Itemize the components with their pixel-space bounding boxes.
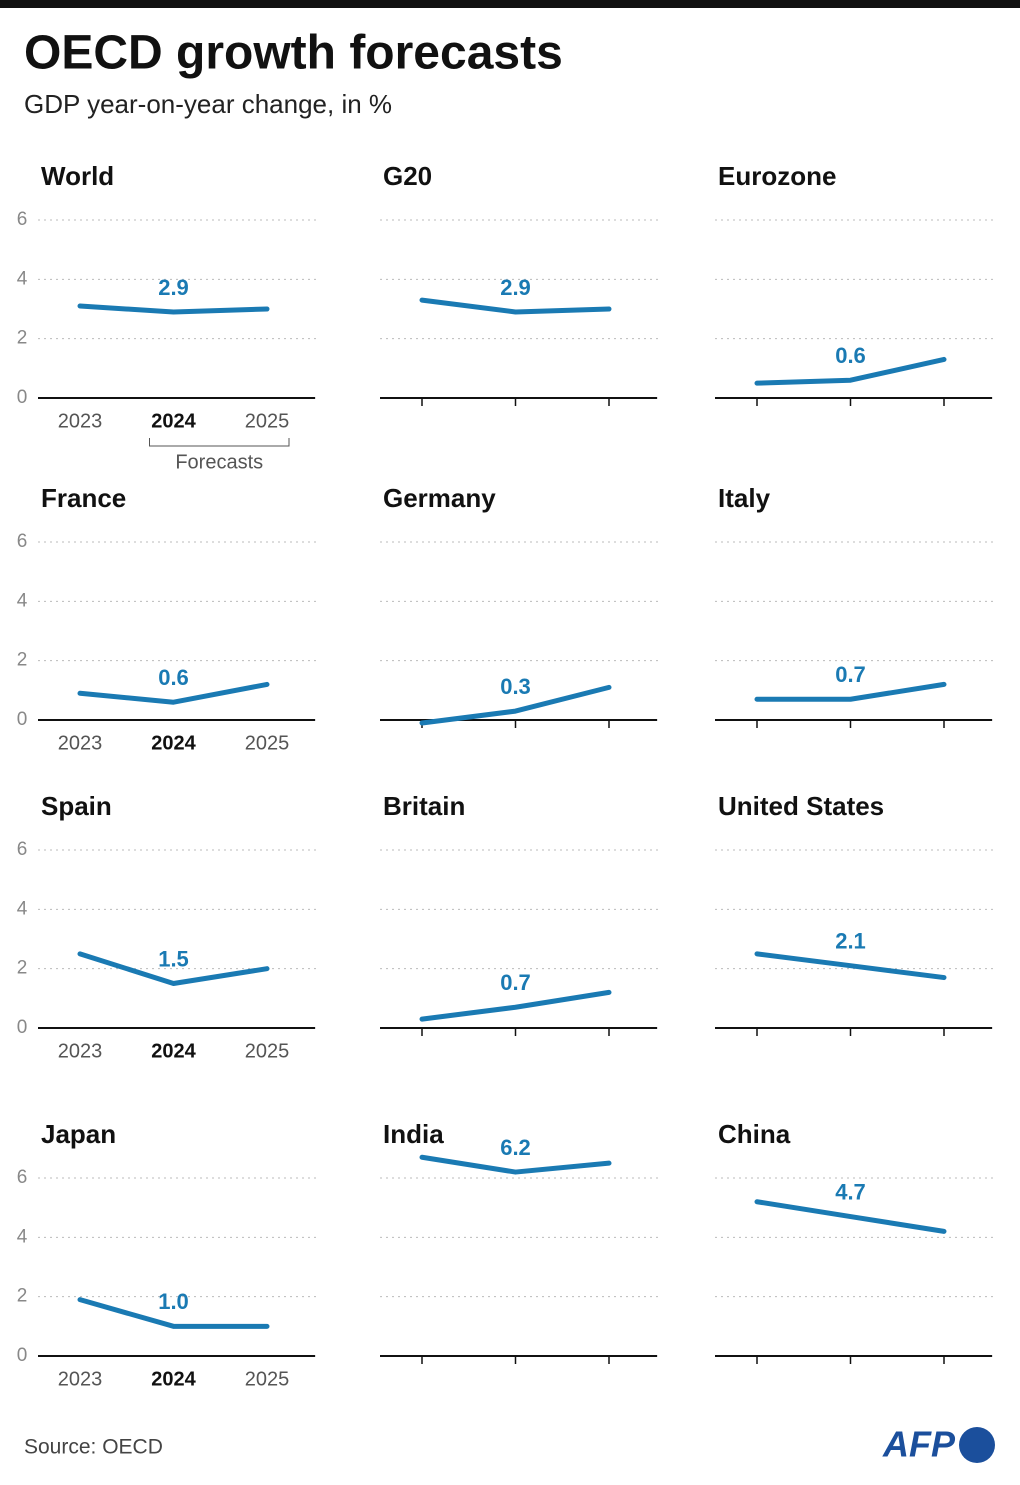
forecast-bracket: [149, 438, 290, 447]
y-tick-label: 6: [17, 209, 28, 230]
value-label: 0.6: [158, 665, 189, 690]
value-label: 6.2: [500, 1135, 531, 1160]
x-tick-label: 2025: [245, 410, 290, 432]
panel-title: World: [41, 161, 114, 191]
y-tick-label: 4: [17, 590, 28, 611]
value-label: 4.7: [835, 1179, 866, 1204]
logo: AFP: [882, 1424, 956, 1465]
x-tick-label: 2024: [151, 410, 196, 432]
line: [754, 356, 947, 386]
line: [754, 1199, 947, 1234]
x-tick-label: 2023: [58, 410, 103, 432]
y-tick-label: 0: [17, 1017, 28, 1038]
y-tick-label: 2: [17, 1286, 28, 1307]
panel-title: Britain: [383, 791, 465, 821]
y-tick-label: 2: [17, 650, 28, 671]
line: [754, 951, 947, 981]
line: [77, 303, 270, 315]
panel-title: Eurozone: [718, 161, 836, 191]
y-tick-label: 0: [17, 1345, 28, 1366]
page-title: OECD growth forecasts: [24, 27, 563, 80]
panel-title: Spain: [41, 791, 112, 821]
line: [77, 681, 270, 705]
panel-title: Japan: [41, 1119, 116, 1149]
panel-title: Italy: [718, 483, 771, 513]
x-tick-label: 2024: [151, 732, 196, 754]
x-tick-label: 2024: [151, 1040, 196, 1062]
x-tick-label: 2023: [58, 1040, 103, 1062]
value-label: 0.6: [835, 343, 866, 368]
y-tick-label: 4: [17, 898, 28, 919]
line: [419, 684, 612, 726]
value-label: 0.3: [500, 674, 531, 699]
panel-title: Germany: [383, 483, 496, 513]
line: [754, 681, 947, 702]
annotation: Forecasts: [175, 451, 263, 473]
value-label: 2.9: [500, 275, 531, 300]
panel-title: China: [718, 1119, 791, 1149]
y-tick-label: 0: [17, 709, 28, 730]
source: Source: OECD: [24, 1436, 163, 1459]
value-label: 0.7: [835, 662, 866, 687]
value-label: 2.1: [835, 929, 866, 954]
logo-circle: [959, 1427, 995, 1463]
panel-title: France: [41, 483, 126, 513]
y-tick-label: 2: [17, 328, 28, 349]
x-tick-label: 2024: [151, 1368, 196, 1390]
y-tick-label: 4: [17, 268, 28, 289]
panel-title: India: [383, 1119, 444, 1149]
y-tick-label: 6: [17, 531, 28, 552]
panel-title: G20: [383, 161, 432, 191]
page-subtitle: GDP year-on-year change, in %: [24, 89, 392, 119]
line: [77, 1297, 270, 1329]
x-tick-label: 2023: [58, 732, 103, 754]
x-tick-label: 2025: [245, 1368, 290, 1390]
y-tick-label: 6: [17, 1167, 28, 1188]
value-label: 1.5: [158, 946, 189, 971]
value-label: 0.7: [500, 970, 531, 995]
line: [419, 1154, 612, 1175]
top-bar: [0, 0, 1020, 8]
value-label: 1.0: [158, 1289, 189, 1314]
x-tick-label: 2025: [245, 732, 290, 754]
value-label: 2.9: [158, 275, 189, 300]
y-tick-label: 4: [17, 1226, 28, 1247]
line: [419, 297, 612, 315]
panel-title: United States: [718, 791, 884, 821]
line: [419, 989, 612, 1022]
x-tick-label: 2025: [245, 1040, 290, 1062]
y-tick-label: 0: [17, 387, 28, 408]
y-tick-label: 2: [17, 958, 28, 979]
x-tick-label: 2023: [58, 1368, 103, 1390]
y-tick-label: 6: [17, 839, 28, 860]
line: [77, 951, 270, 986]
